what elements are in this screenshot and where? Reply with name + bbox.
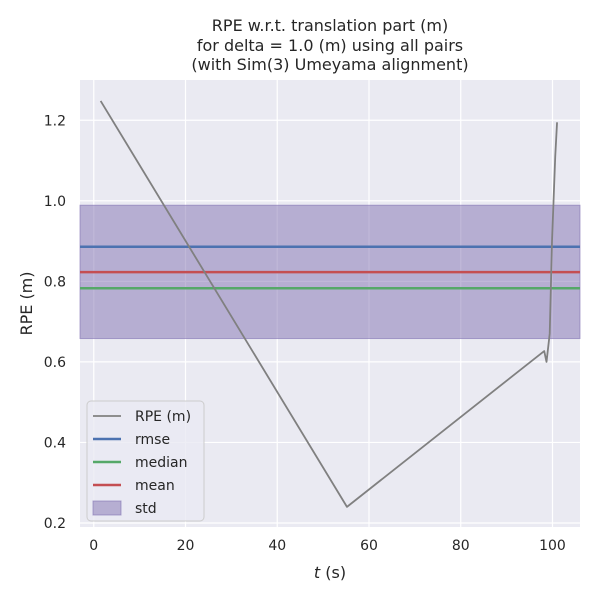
chart-title-line-2: for delta = 1.0 (m) using all pairs [196, 35, 464, 55]
x-tick-label: 100 [539, 538, 566, 554]
y-axis-label: RPE (m) [17, 271, 36, 335]
x-axis-label: t (s) [314, 563, 346, 582]
y-tick-label: 0.2 [44, 516, 66, 532]
series-layer [99, 100, 558, 508]
y-tick-label: 1.2 [44, 113, 66, 129]
legend-swatch-std [92, 500, 122, 516]
legend-label: rmse [135, 432, 170, 448]
legend-label: std [135, 501, 157, 517]
legend-label: RPE (m) [135, 409, 191, 425]
x-tick-label: 40 [268, 538, 286, 554]
legend-label: mean [135, 478, 175, 494]
tick-labels: 0 20 40 60 80 100 0.2 0.4 0.6 0.8 1.0 1.2 [44, 113, 566, 554]
rpe-series-line [99, 100, 558, 508]
y-tick-label: 1.0 [44, 194, 66, 210]
x-tick-label: 80 [452, 538, 470, 554]
x-tick-label: 20 [177, 538, 195, 554]
legend: RPE (m) rmse median mean std [86, 400, 205, 522]
y-tick-label: 0.8 [44, 274, 66, 290]
chart-title-line-1: RPE w.r.t. translation part (m) [211, 16, 449, 35]
y-tick-label: 0.6 [44, 355, 66, 371]
chart-title: RPE w.r.t. translation part (m) for delt… [0, 16, 600, 75]
chart-title-line-3: (with Sim(3) Umeyama alignment) [191, 55, 469, 74]
x-axis-label-unit: (s) [320, 563, 346, 582]
x-tick-label: 60 [360, 538, 378, 554]
stat-lines-layer [80, 245, 580, 290]
y-tick-label: 0.4 [44, 435, 66, 451]
legend-box [86, 400, 205, 522]
x-axis-label-italic: t [314, 563, 321, 582]
legend-label: median [135, 455, 187, 471]
x-tick-label: 0 [89, 538, 98, 554]
